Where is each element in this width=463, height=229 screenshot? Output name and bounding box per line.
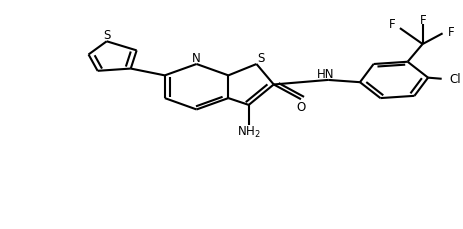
Text: F: F xyxy=(419,14,426,27)
Text: HN: HN xyxy=(317,68,334,81)
Text: N: N xyxy=(192,52,200,65)
Text: S: S xyxy=(103,29,110,42)
Text: S: S xyxy=(257,52,264,64)
Text: NH$_2$: NH$_2$ xyxy=(236,125,260,140)
Text: F: F xyxy=(446,26,453,39)
Text: O: O xyxy=(296,100,305,113)
Text: F: F xyxy=(388,18,394,31)
Text: Cl: Cl xyxy=(449,73,461,86)
